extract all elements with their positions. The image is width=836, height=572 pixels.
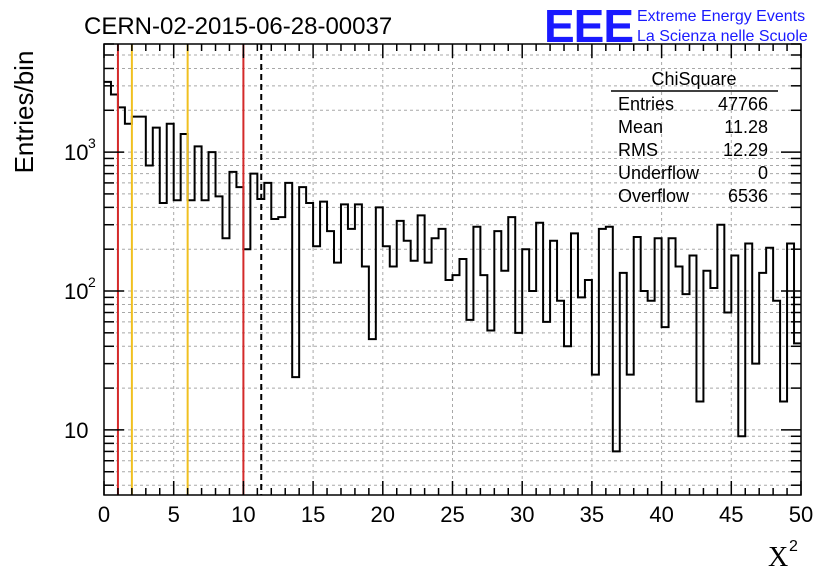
x-tick-label: 35 <box>580 502 604 527</box>
x-tick-label: 30 <box>510 502 534 527</box>
y-tick-label-base: 10 <box>64 279 88 304</box>
stats-title: ChiSquare <box>651 69 736 89</box>
stats-label: RMS <box>618 140 658 160</box>
x-tick-label: 10 <box>231 502 255 527</box>
axis-ticks <box>103 43 802 495</box>
y-tick-label: 10 3 <box>64 135 96 165</box>
histogram-outline <box>104 80 801 453</box>
x-tick-label: 5 <box>168 502 180 527</box>
x-tick-labels: 0 5 10 15 20 25 30 35 40 45 50 <box>98 502 813 527</box>
x-tick-label: 50 <box>789 502 813 527</box>
histogram-bars <box>104 80 801 453</box>
y-tick-label: 10 2 <box>64 274 96 304</box>
logo-line2: La Scienza nelle Scuole <box>637 28 808 45</box>
x-tick-label: 20 <box>371 502 395 527</box>
x-axis-title-sup: 2 <box>789 538 798 555</box>
y-tick-label-exp: 3 <box>88 135 96 151</box>
stats-label: Entries <box>618 94 674 114</box>
threshold-lines <box>116 44 263 495</box>
stats-value: 6536 <box>728 186 768 206</box>
x-tick-label: 25 <box>440 502 464 527</box>
stats-box: ChiSquare Entries 47766 Mean 11.28 RMS 12.29 U… <box>611 69 778 206</box>
y-tick-label-base: 10 <box>64 140 88 165</box>
y-tick-label-base: 10 <box>64 418 88 443</box>
stats-value: 11.28 <box>724 117 768 137</box>
x-axis-title: X 2 <box>768 538 798 572</box>
stats-label: Overflow <box>618 186 690 206</box>
stats-value: 12.29 <box>723 140 768 160</box>
y-tick-label-exp: 2 <box>88 274 96 290</box>
x-tick-label: 40 <box>649 502 673 527</box>
x-tick-label: 45 <box>719 502 743 527</box>
stats-label: Mean <box>618 117 663 137</box>
chart-title: CERN-02-2015-06-28-00037 <box>84 13 392 40</box>
stats-value: 47766 <box>718 94 768 114</box>
stats-value: 0 <box>758 163 768 183</box>
stats-label: Underflow <box>618 163 700 183</box>
x-tick-label: 0 <box>98 502 110 527</box>
logo-line1: Extreme Energy Events <box>637 8 805 25</box>
eee-logo: EEE Extreme Energy Events La Scienza nel… <box>544 0 808 52</box>
y-axis-title: Entries/bin <box>9 51 39 174</box>
stats-rows: Entries 47766 Mean 11.28 RMS 12.29 Underflow 0 O… <box>618 94 768 206</box>
x-axis-title-main: X <box>768 542 788 572</box>
grid-layer <box>104 44 801 495</box>
y-tick-label: 10 <box>64 418 88 443</box>
x-tick-label: 15 <box>301 502 325 527</box>
